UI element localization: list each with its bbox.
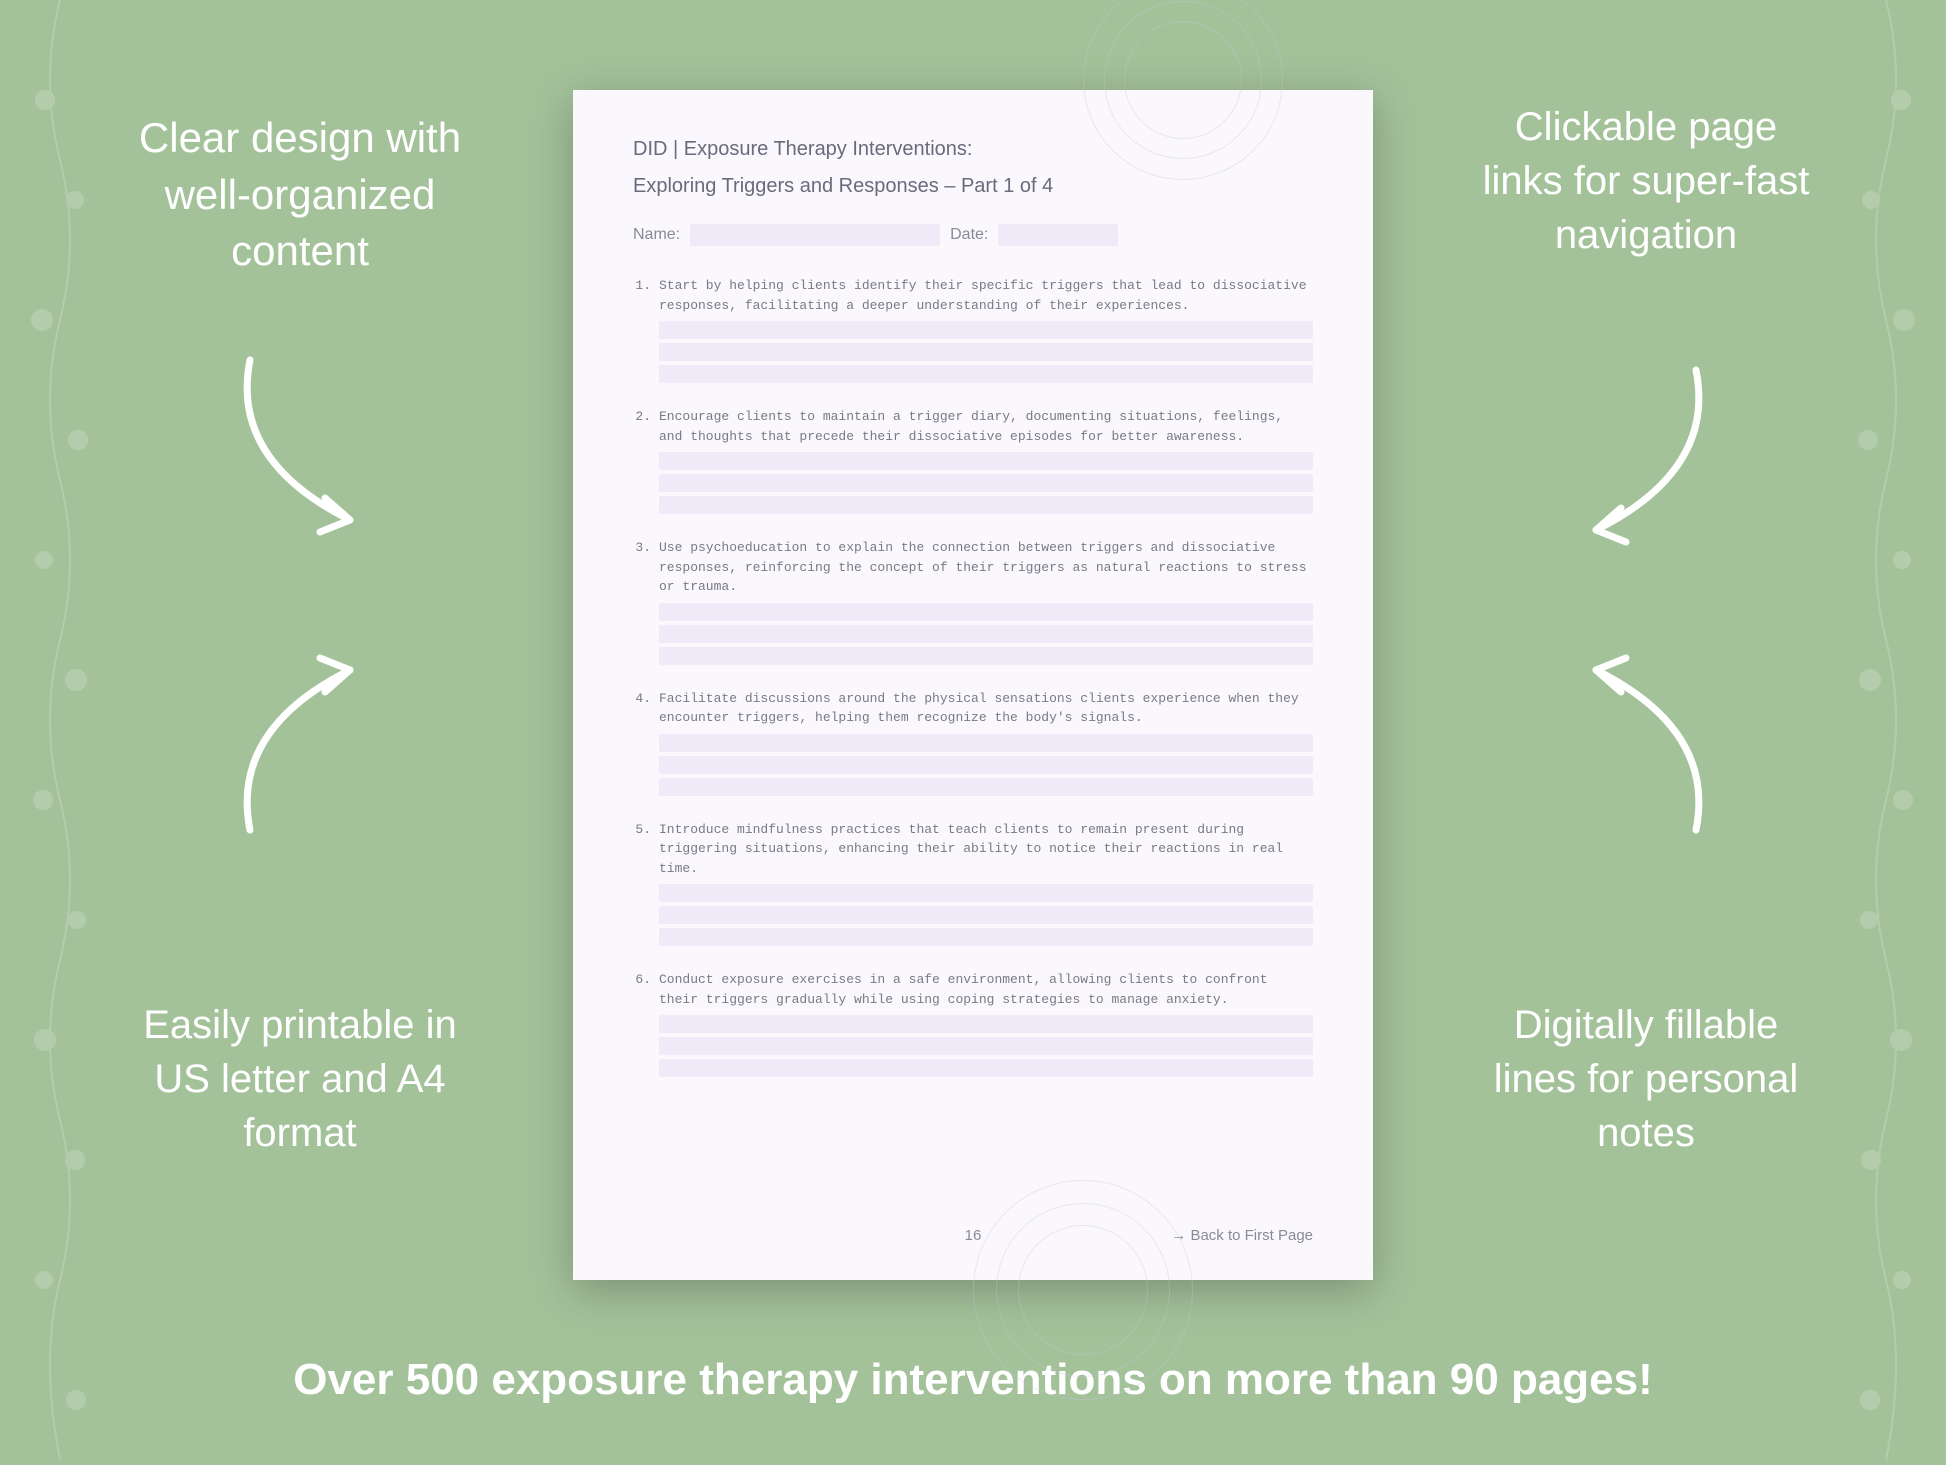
fill-line[interactable] xyxy=(659,452,1313,470)
item-text: Use psychoeducation to explain the conne… xyxy=(659,538,1313,597)
list-item: 1. Start by helping clients identify the… xyxy=(633,276,1313,383)
fill-line[interactable] xyxy=(659,365,1313,383)
fill-line[interactable] xyxy=(659,756,1313,774)
item-text: Encourage clients to maintain a trigger … xyxy=(659,407,1313,446)
fill-line[interactable] xyxy=(659,603,1313,621)
list-item: 6. Conduct exposure exercises in a safe … xyxy=(633,970,1313,1077)
item-fill-lines xyxy=(659,603,1313,665)
items-list: 1. Start by helping clients identify the… xyxy=(633,276,1313,1077)
fill-line[interactable] xyxy=(659,778,1313,796)
fill-line[interactable] xyxy=(659,1059,1313,1077)
item-number: 4. xyxy=(633,689,651,728)
back-to-first-page-link[interactable]: → Back to First Page xyxy=(1171,1227,1313,1244)
arrow-bottom-left xyxy=(210,630,450,850)
callout-bottom-left: Easily printable in US letter and A4 for… xyxy=(130,998,470,1160)
list-item: 3. Use psychoeducation to explain the co… xyxy=(633,538,1313,665)
item-text: Facilitate discussions around the physic… xyxy=(659,689,1313,728)
fill-line[interactable] xyxy=(659,734,1313,752)
fill-line[interactable] xyxy=(659,496,1313,514)
item-number: 1. xyxy=(633,276,651,315)
fill-line[interactable] xyxy=(659,884,1313,902)
item-text: Conduct exposure exercises in a safe env… xyxy=(659,970,1313,1009)
fill-line[interactable] xyxy=(659,474,1313,492)
doc-title-line1: DID | Exposure Therapy Interventions: xyxy=(633,138,1313,161)
document-page: DID | Exposure Therapy Interventions: Ex… xyxy=(573,90,1373,1280)
callout-bottom-right: Digitally fillable lines for personal no… xyxy=(1476,998,1816,1160)
name-field[interactable] xyxy=(690,224,940,246)
item-fill-lines xyxy=(659,1015,1313,1077)
page-footer: 16 → Back to First Page xyxy=(633,1227,1313,1244)
name-label: Name: xyxy=(633,226,680,244)
callout-top-left: Clear design with well-organized content xyxy=(130,110,470,280)
floral-border-left xyxy=(0,0,120,1460)
item-number: 6. xyxy=(633,970,651,1009)
list-item: 5. Introduce mindfulness practices that … xyxy=(633,820,1313,947)
arrow-bottom-right xyxy=(1496,630,1736,850)
item-fill-lines xyxy=(659,884,1313,946)
date-label: Date: xyxy=(950,226,988,244)
item-number: 5. xyxy=(633,820,651,879)
fill-line[interactable] xyxy=(659,343,1313,361)
fill-line[interactable] xyxy=(659,321,1313,339)
item-text: Start by helping clients identify their … xyxy=(659,276,1313,315)
fill-line[interactable] xyxy=(659,1015,1313,1033)
doc-title-line2: Exploring Triggers and Responses – Part … xyxy=(633,175,1313,198)
fill-line[interactable] xyxy=(659,1037,1313,1055)
fill-line[interactable] xyxy=(659,647,1313,665)
callout-top-right: Clickable page links for super-fast navi… xyxy=(1476,100,1816,262)
item-number: 2. xyxy=(633,407,651,446)
arrow-top-right xyxy=(1496,350,1736,570)
list-item: 4. Facilitate discussions around the phy… xyxy=(633,689,1313,796)
arrow-top-left xyxy=(210,340,450,560)
item-fill-lines xyxy=(659,452,1313,514)
item-text: Introduce mindfulness practices that tea… xyxy=(659,820,1313,879)
page-number: 16 xyxy=(965,1227,982,1244)
item-fill-lines xyxy=(659,321,1313,383)
meta-row: Name: Date: xyxy=(633,224,1313,246)
item-fill-lines xyxy=(659,734,1313,796)
date-field[interactable] xyxy=(998,224,1118,246)
fill-line[interactable] xyxy=(659,625,1313,643)
floral-border-right xyxy=(1826,0,1946,1460)
fill-line[interactable] xyxy=(659,928,1313,946)
bottom-banner: Over 500 exposure therapy interventions … xyxy=(0,1355,1946,1405)
list-item: 2. Encourage clients to maintain a trigg… xyxy=(633,407,1313,514)
fill-line[interactable] xyxy=(659,906,1313,924)
item-number: 3. xyxy=(633,538,651,597)
